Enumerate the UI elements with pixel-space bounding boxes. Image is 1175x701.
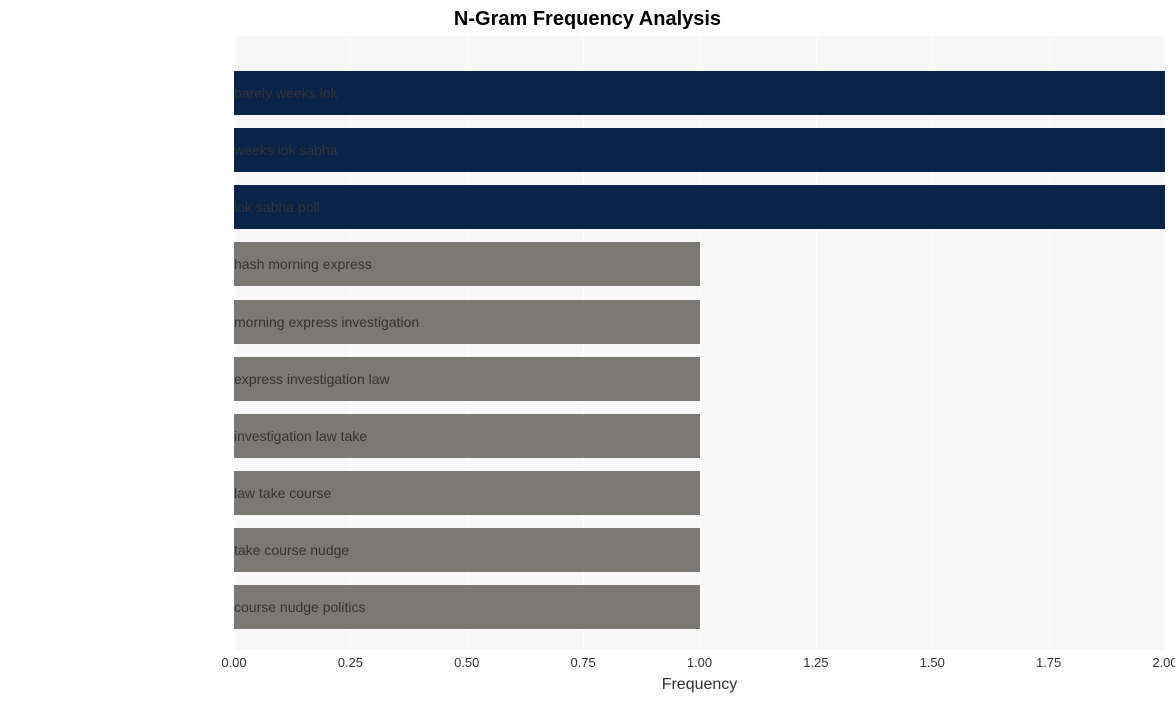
- bar: [234, 128, 1165, 172]
- y-tick-label: express investigation law: [234, 371, 240, 387]
- y-tick-label: law take course: [234, 485, 240, 501]
- x-tick-label: 1.75: [1036, 655, 1061, 670]
- chart-title: N-Gram Frequency Analysis: [0, 8, 1175, 31]
- y-tick-label: investigation law take: [234, 428, 240, 444]
- y-tick-label: take course nudge: [234, 542, 240, 558]
- x-tick-label: 1.50: [920, 655, 945, 670]
- bar: [234, 71, 1165, 115]
- x-tick-label: 0.25: [338, 655, 363, 670]
- x-axis-label: Frequency: [662, 676, 738, 694]
- grid-line: [1165, 36, 1166, 650]
- x-tick-label: 1.25: [803, 655, 828, 670]
- y-tick-label: course nudge politics: [234, 599, 240, 615]
- plot-area: [234, 36, 1165, 650]
- y-tick-label: lok sabha poll: [234, 199, 240, 215]
- x-tick-label: 0.75: [570, 655, 595, 670]
- x-tick-label: 1.00: [687, 655, 712, 670]
- x-tick-label: 0.50: [454, 655, 479, 670]
- ngram-frequency-chart: N-Gram Frequency Analysis Frequency 0.00…: [0, 0, 1175, 701]
- y-tick-label: morning express investigation: [234, 314, 240, 330]
- y-tick-label: barely weeks lok: [234, 85, 240, 101]
- x-tick-label: 0.00: [221, 655, 246, 670]
- y-tick-label: weeks lok sabha: [234, 142, 240, 158]
- y-tick-label: hash morning express: [234, 256, 240, 272]
- x-tick-label: 2.00: [1152, 655, 1175, 670]
- bar: [234, 185, 1165, 229]
